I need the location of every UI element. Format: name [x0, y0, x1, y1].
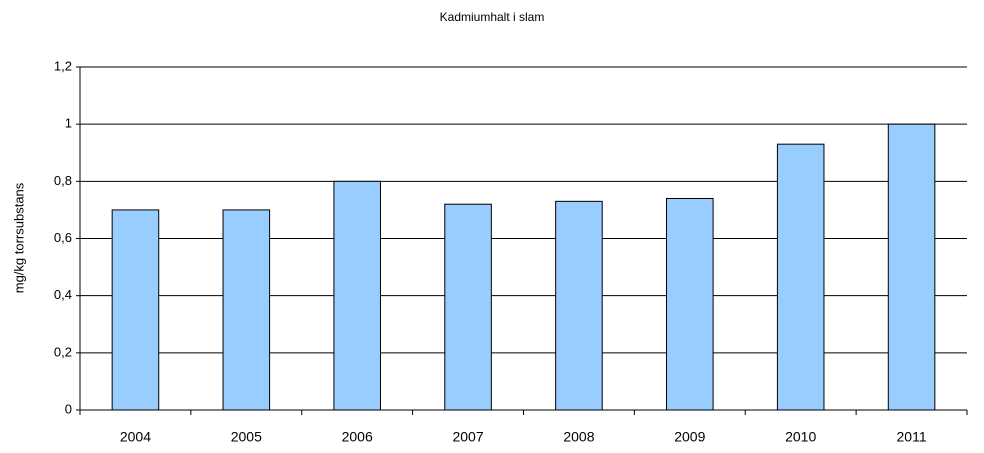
x-tick-label: 2010 — [785, 429, 816, 445]
bar — [444, 203, 492, 411]
y-tick-label: 0,4 — [54, 287, 72, 302]
y-tick-label: 1,2 — [54, 58, 72, 73]
x-tick-label: 2008 — [563, 429, 594, 445]
x-tick-label: 2005 — [231, 429, 262, 445]
x-tick-label: 2007 — [452, 429, 483, 445]
chart-title: Kadmiumhalt i slam — [440, 10, 545, 24]
x-tick-label: 2011 — [897, 429, 927, 445]
y-tick-label: 0,6 — [54, 230, 72, 245]
bar — [222, 209, 271, 411]
bar — [333, 180, 381, 411]
y-tick-label: 0,8 — [54, 173, 72, 188]
bar — [666, 197, 714, 411]
y-tick-label: 1 — [65, 116, 72, 131]
y-axis-label: mg/kg torrsubstans — [11, 182, 26, 293]
y-tick-label: 0,2 — [54, 344, 72, 359]
bar — [776, 143, 825, 411]
bar — [555, 200, 603, 411]
y-tick-label: 0 — [65, 401, 72, 416]
x-tick-label: 2004 — [120, 429, 151, 445]
bar — [887, 123, 936, 411]
x-tick-label: 2009 — [674, 429, 705, 445]
bar — [111, 209, 160, 411]
x-tick-label: 2006 — [342, 429, 373, 445]
